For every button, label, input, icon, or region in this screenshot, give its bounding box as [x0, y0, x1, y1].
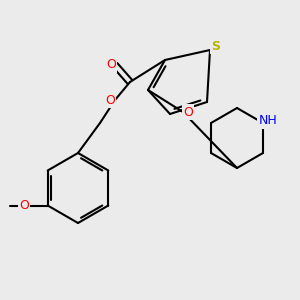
Text: S: S: [212, 40, 220, 52]
Text: O: O: [19, 199, 28, 212]
Text: O: O: [106, 58, 116, 71]
Text: O: O: [183, 106, 193, 118]
Text: O: O: [105, 94, 115, 106]
Text: NH: NH: [259, 115, 278, 128]
